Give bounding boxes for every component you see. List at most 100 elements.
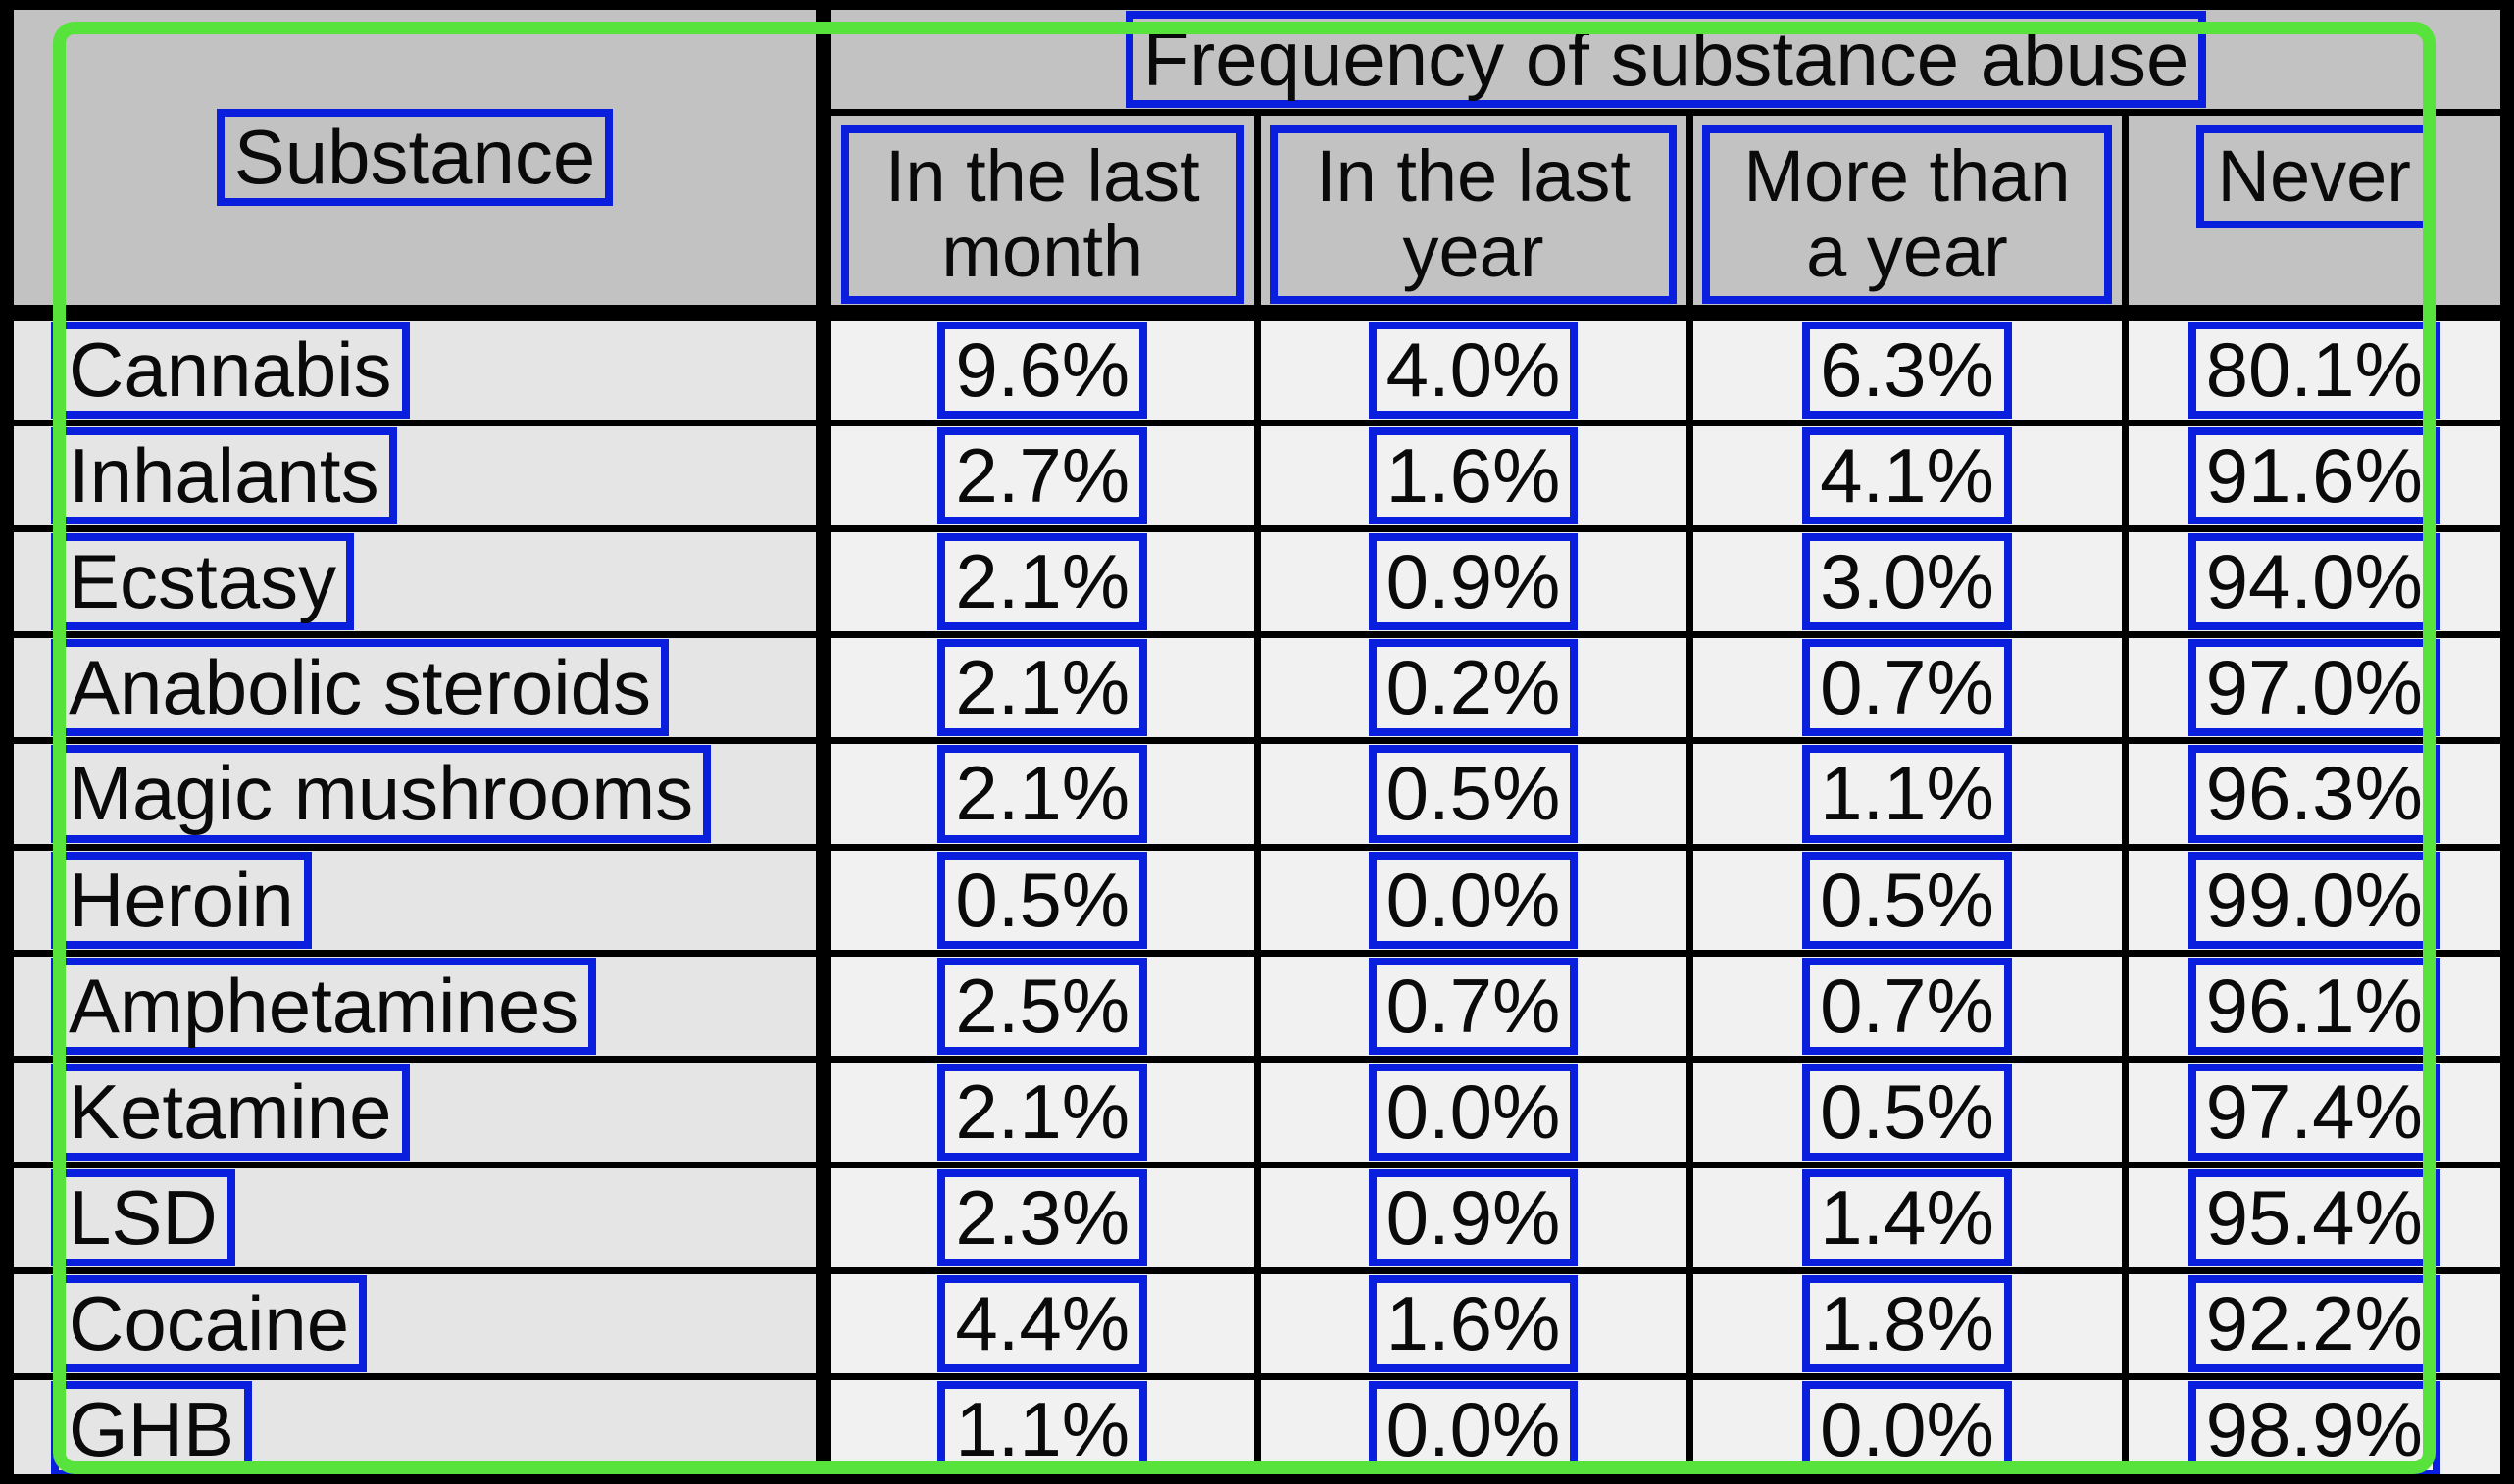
value-last-year: 0.9% [1385, 1173, 1561, 1261]
value-cell-never: 96.3% [2121, 737, 2500, 851]
value-cell-last-month: 2.1% [820, 525, 1261, 639]
value-last-month: 2.1% [955, 1067, 1131, 1155]
table-title-cell: Frequency of substance abuse [820, 10, 2500, 116]
annotation-box-substance-name: Heroin [51, 854, 312, 947]
value-more-than-year: 0.7% [1820, 644, 1994, 731]
value-last-month: 2.1% [955, 750, 1131, 837]
annotation-box-value: 91.6% [2187, 429, 2440, 522]
annotation-box-value: 4.4% [937, 1277, 1148, 1370]
annotation-box-value: 0.0% [1368, 854, 1579, 947]
annotation-box-value: 1.4% [1802, 1171, 2012, 1264]
value-last-year: 1.6% [1385, 1280, 1561, 1366]
annotation-box-substance-name: Ketamine [51, 1065, 410, 1159]
annotation-box-value: 0.9% [1368, 535, 1579, 628]
annotation-box-title: Frequency of substance abuse [1125, 11, 2207, 108]
annotation-box-value: 1.6% [1368, 1277, 1579, 1370]
value-more-than-year: 1.4% [1820, 1173, 1994, 1261]
value-cell-more-than-year: 1.4% [1685, 1161, 2129, 1275]
annotation-box-value: 98.9% [2187, 1383, 2440, 1474]
annotation-box-value: 0.2% [1368, 641, 1579, 734]
value-more-than-year: 1.8% [1820, 1280, 1994, 1366]
annotation-box-substance-name: Amphetamines [51, 960, 597, 1053]
annotation-box-substance-name: LSD [51, 1171, 235, 1264]
annotation-box-value: 94.0% [2187, 535, 2440, 628]
value-cell-never: 97.0% [2121, 631, 2500, 745]
annotation-box-value: 97.0% [2187, 641, 2440, 734]
value-last-year: 0.2% [1385, 644, 1561, 731]
table-row: LSD 2.3% 0.9% 1.4% 95.4% [14, 1161, 2500, 1275]
annotation-box-value: 92.2% [2187, 1277, 2440, 1370]
annotation-box-value: 1.1% [1802, 747, 2012, 841]
annotation-box-value: 99.0% [2187, 854, 2440, 947]
value-never: 96.3% [2205, 750, 2423, 837]
value-never: 91.6% [2205, 432, 2423, 519]
annotation-box-value: 0.7% [1802, 641, 2012, 734]
annotation-box-substance-name: Inhalants [51, 429, 397, 522]
value-last-year: 0.0% [1385, 856, 1561, 943]
annotation-box-value: 9.6% [937, 322, 1148, 417]
annotation-box-col-header: Never [2195, 125, 2433, 229]
value-last-month: 2.1% [955, 538, 1131, 625]
table-row: Amphetamines 2.5% 0.7% 0.7% 96.1 [14, 949, 2500, 1063]
value-cell-last-year: 0.0% [1253, 1055, 1693, 1168]
value-last-month: 1.1% [955, 1386, 1131, 1473]
value-cell-last-month: 2.1% [820, 631, 1261, 745]
value-cell-never: 99.0% [2121, 843, 2500, 957]
substance-cell: Ketamine [14, 1055, 831, 1168]
annotation-box-value: 1.1% [937, 1383, 1148, 1474]
table-row: Ecstasy 2.1% 0.9% 3.0% 94.0% [14, 525, 2500, 639]
table-row: GHB 1.1% 0.0% 0.0% 98.9% [14, 1373, 2500, 1474]
value-cell-last-year: 1.6% [1253, 1266, 1693, 1381]
annotation-box-col-header: More than a year [1702, 125, 2112, 297]
substance-cell: Cocaine [14, 1266, 831, 1381]
value-cell-last-year: 0.5% [1253, 737, 1693, 851]
annotation-box-value: 1.8% [1802, 1277, 2012, 1370]
value-cell-never: 91.6% [2121, 420, 2500, 533]
substance-name: Ecstasy [69, 538, 337, 625]
value-cell-last-month: 4.4% [820, 1266, 1261, 1381]
value-never: 99.0% [2205, 856, 2423, 943]
value-cell-more-than-year: 6.3% [1685, 309, 2129, 427]
annotation-box-substance-name: Cocaine [51, 1277, 368, 1370]
value-cell-last-month: 2.3% [820, 1161, 1261, 1275]
value-never: 92.2% [2205, 1280, 2423, 1366]
value-last-month: 2.7% [955, 432, 1131, 519]
annotation-box-substance-name: Magic mushrooms [51, 747, 712, 841]
table-row: Heroin 0.5% 0.0% 0.5% 99.0% [14, 843, 2500, 957]
substance-cell: Heroin [14, 843, 831, 957]
annotation-box-substance: Substance [216, 108, 614, 207]
value-last-month: 0.5% [955, 856, 1131, 943]
annotation-box-value: 4.1% [1802, 429, 2012, 522]
value-cell-last-month: 0.5% [820, 843, 1261, 957]
substance-abuse-table: Substance Frequency of substance abuse I… [14, 10, 2500, 1474]
value-more-than-year: 0.5% [1820, 1067, 1994, 1155]
annotation-box-value: 80.1% [2187, 322, 2440, 417]
substance-name: GHB [69, 1386, 235, 1473]
value-cell-more-than-year: 0.5% [1685, 843, 2129, 957]
annotation-box-value: 0.7% [1802, 960, 2012, 1053]
value-cell-never: 92.2% [2121, 1266, 2500, 1381]
annotation-box-value: 2.1% [937, 747, 1148, 841]
substance-cell: Anabolic steroids [14, 631, 831, 745]
substance-name: Ketamine [69, 1067, 392, 1155]
value-last-year: 0.9% [1385, 538, 1561, 625]
annotation-box-value: 0.0% [1368, 1383, 1579, 1474]
value-last-month: 9.6% [955, 326, 1131, 414]
substance-header-label: Substance [233, 113, 596, 200]
value-cell-more-than-year: 3.0% [1685, 525, 2129, 639]
annotation-box-value: 6.3% [1802, 322, 2012, 417]
substance-cell: Magic mushrooms [14, 737, 831, 851]
annotation-box-value: 3.0% [1802, 535, 2012, 628]
value-last-month: 2.1% [955, 644, 1131, 731]
value-cell-more-than-year: 4.1% [1685, 420, 2129, 533]
substance-name: Anabolic steroids [69, 644, 651, 731]
value-cell-never: 97.4% [2121, 1055, 2500, 1168]
table-row: Magic mushrooms 2.1% 0.5% 1.1% 9 [14, 737, 2500, 851]
substance-cell: Cannabis [14, 309, 831, 427]
annotation-box-value: 96.1% [2187, 960, 2440, 1053]
value-cell-last-year: 0.9% [1253, 525, 1693, 639]
value-cell-last-year: 0.0% [1253, 1373, 1693, 1474]
value-cell-more-than-year: 0.7% [1685, 631, 2129, 745]
col-header-label: In the last month [884, 135, 1200, 293]
